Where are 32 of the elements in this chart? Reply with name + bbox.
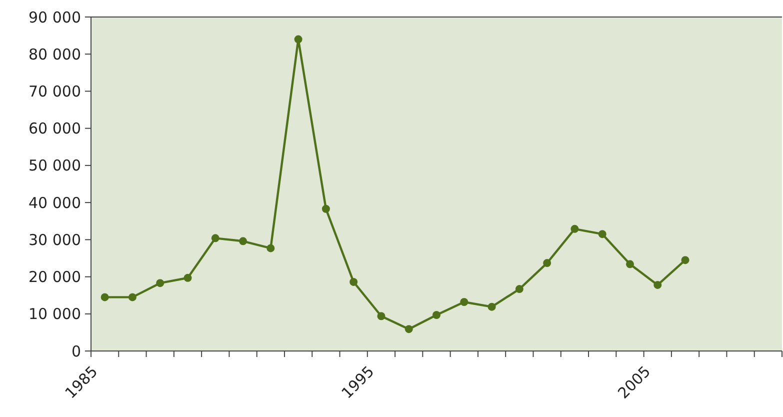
point [184,274,192,282]
y-tick-label: 60 000 [28,120,81,138]
point [100,293,109,302]
point [488,302,496,311]
y-tick-label: 70 000 [28,82,81,100]
point [515,285,524,294]
point [598,230,606,238]
point [266,244,275,252]
y-tick-label: 10 000 [28,305,81,324]
point [239,237,248,246]
point [543,259,552,268]
y-tick-label: 20 000 [28,268,81,286]
y-tick-label: 80 000 [28,45,81,64]
point [211,234,220,242]
point [626,260,634,268]
point [681,256,690,264]
point [322,204,330,213]
point [570,224,579,233]
point [460,298,468,306]
point [156,279,164,288]
point [294,35,302,44]
y-tick-label: 50 000 [28,156,81,175]
y-tick-label: 0 [71,342,81,360]
y-tick-label: 40 000 [28,194,81,212]
point [350,278,358,286]
y-tick-label: 90 000 [28,8,81,26]
y-tick-label: 30 000 [28,230,81,249]
point [128,293,136,302]
point [432,311,440,319]
point [404,325,413,334]
point [377,312,386,320]
point [654,280,662,289]
